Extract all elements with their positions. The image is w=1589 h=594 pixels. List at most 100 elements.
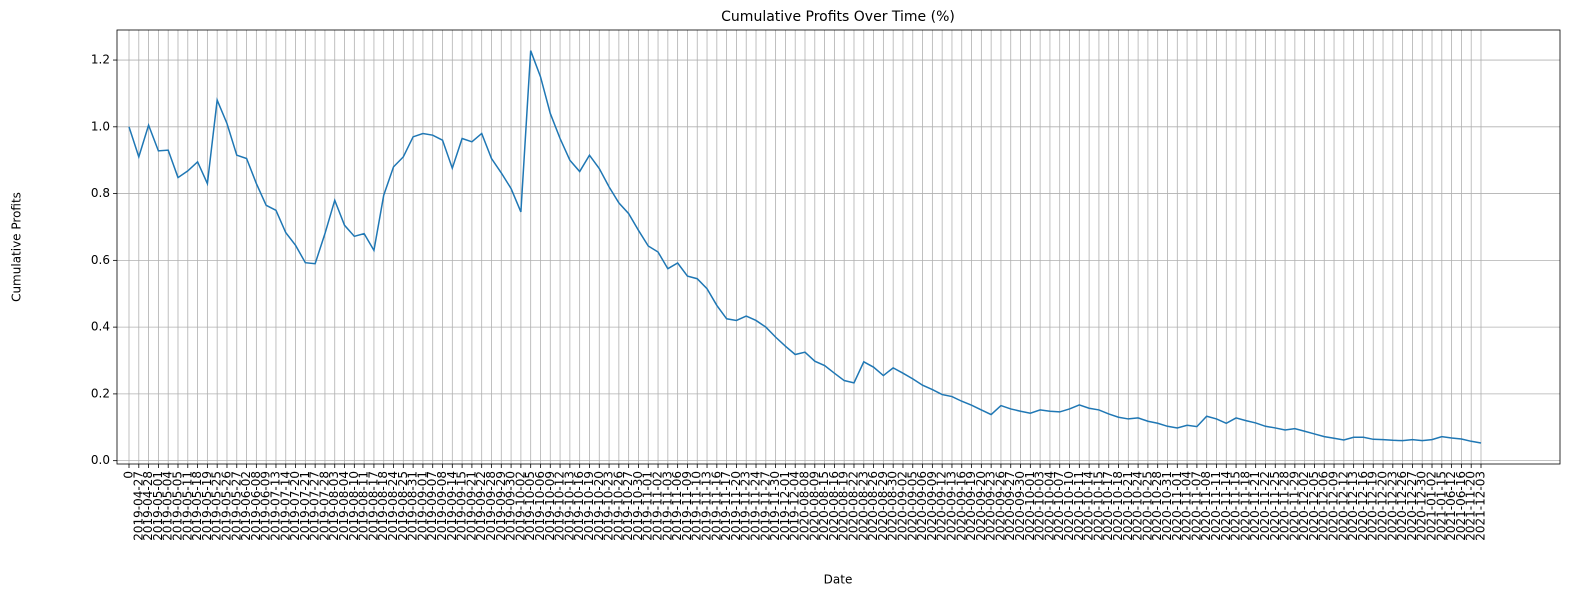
x-tick-label: 2020-12-13 [1346, 471, 1360, 541]
x-tick-label: 2020-10-21 [1121, 471, 1135, 541]
x-tick-label: 2020-11-01 [1170, 471, 1184, 541]
x-tick-label: 2020-09-02 [895, 471, 909, 541]
x-tick-label: 2020-10-15 [1091, 471, 1105, 541]
x-axis-label: Date [824, 573, 853, 587]
x-tick-label: 2019-07-21 [298, 471, 312, 541]
x-tick-label: 2019-08-10 [347, 471, 361, 541]
x-tick-label: 2020-08-26 [866, 471, 880, 541]
x-tick-label: 2020-10-03 [1033, 471, 1047, 541]
x-tick-label: 2020-11-29 [1287, 471, 1301, 541]
x-tick-label: 2020-08-09 [807, 471, 821, 541]
x-tick-label: 2019-11-10 [690, 471, 704, 541]
x-tick-label: 2020-11-14 [1219, 471, 1233, 541]
x-tick-label: 2020-10-28 [1150, 471, 1164, 541]
x-tick-label: 2019-11-02 [651, 471, 665, 541]
x-tick-label: 2020-08-15 [817, 471, 831, 541]
x-tick-label: 2019-12-01 [778, 471, 792, 541]
line-series [128, 50, 1482, 444]
x-tick-label: 2020-08-29 [876, 471, 890, 541]
x-tick-label: 2019-08-11 [357, 471, 371, 541]
x-tick-label: 2020-09-06 [915, 471, 929, 541]
x-tick-label: 2019-05-27 [229, 471, 243, 541]
x-tick-label: 2019-05-04 [161, 471, 175, 541]
y-tick-label: 1.0 [91, 119, 110, 133]
x-tick-label: 2020-08-08 [798, 471, 812, 541]
x-tick-label: 2019-10-09 [543, 471, 557, 541]
x-tick-label: 2020-10-10 [1062, 471, 1076, 541]
x-tick-label: 2020-09-27 [1003, 471, 1017, 541]
x-tick-label: 2020-08-19 [837, 471, 851, 541]
y-axis-label: Cumulative Profits [10, 192, 24, 302]
x-tick-label: 2019-08-04 [337, 471, 351, 541]
x-tick-label: 2019-12-04 [788, 471, 802, 541]
x-tick-label: 2020-10-24 [1131, 471, 1145, 541]
x-tick-label: 2019-11-30 [768, 471, 782, 541]
x-tick-label: 2020-10-17 [1101, 471, 1115, 541]
x-tick-label: 2019-09-22 [474, 471, 488, 541]
x-tick-label: 2020-12-06 [1317, 471, 1331, 541]
x-tick-label: 2019-07-28 [317, 471, 331, 541]
x-tick-label: 2019-05-01 [151, 471, 165, 541]
x-tick-label: 2019-05-05 [170, 471, 184, 541]
x-tick-label: 2020-11-28 [1278, 471, 1292, 541]
x-tick-label: 2020-11-11 [1209, 471, 1223, 541]
x-tick-label: 2019-10-16 [572, 471, 586, 541]
x-tick-label: 2019-09-15 [455, 471, 469, 541]
x-tick-label: 2019-10-05 [523, 471, 537, 541]
x-tick-label: 2020-12-23 [1385, 471, 1399, 541]
chart-title: Cumulative Profits Over Time (%) [721, 9, 955, 25]
x-tick-label: 2019-07-20 [288, 471, 302, 541]
x-tick-label: 2019-06-02 [239, 471, 253, 541]
x-tick-label: 2019-07-27 [308, 471, 322, 541]
x-tick-label: 2019-10-13 [562, 471, 576, 541]
x-tick-label: 2019-08-17 [366, 471, 380, 541]
x-tick-label: 2021-06-12 [1444, 471, 1458, 541]
x-tick-label: 2019-06-09 [259, 471, 273, 541]
x-tick-label: 2019-09-07 [425, 471, 439, 541]
y-tick-label: 1.2 [91, 53, 110, 67]
x-tick-label: 0 [122, 471, 136, 479]
x-tick-label: 2020-09-12 [935, 471, 949, 541]
x-tick-label: 2019-11-06 [670, 471, 684, 541]
x-tick-label: 2019-10-30 [631, 471, 645, 541]
x-tick-label: 2020-11-18 [1238, 471, 1252, 541]
x-tick-label: 2019-05-19 [200, 471, 214, 541]
x-tick-label: 2019-11-24 [749, 471, 763, 541]
x-tick-label: 2019-09-01 [415, 471, 429, 541]
x-tick-label: 2020-11-21 [1248, 471, 1262, 541]
x-tick-label: 2019-09-30 [504, 471, 518, 541]
x-tick-label: 2019-08-24 [386, 471, 400, 541]
x-tick-label: 2019-11-01 [641, 471, 655, 541]
x-tick-label: 2021-01-15 [1434, 471, 1448, 541]
x-tick-label: 2020-12-26 [1395, 471, 1409, 541]
y-tick-label: 0.6 [91, 253, 110, 267]
x-tick-label: 2020-09-20 [974, 471, 988, 541]
x-tick-label: 2020-09-30 [1013, 471, 1027, 541]
x-tick-label: 2019-11-17 [719, 471, 733, 541]
x-tick-label: 2019-10-27 [621, 471, 635, 541]
x-tick-label: 2019-11-03 [660, 471, 674, 541]
x-tick-label: 2020-12-02 [1297, 471, 1311, 541]
x-tick-label: 2019-07-13 [268, 471, 282, 541]
x-tick-label: 2020-09-13 [944, 471, 958, 541]
x-tick-label: 2019-08-25 [396, 471, 410, 541]
x-tick-label: 2020-09-09 [925, 471, 939, 541]
x-tick-label: 2020-12-27 [1405, 471, 1419, 541]
x-tick-label: 2019-08-18 [376, 471, 390, 541]
x-tick-label: 2019-08-03 [327, 471, 341, 541]
x-tick-label: 2019-10-26 [611, 471, 625, 541]
x-tick-label: 2020-08-22 [846, 471, 860, 541]
x-tick-label: 2019-05-25 [210, 471, 224, 541]
y-tick-label: 0.4 [91, 320, 110, 334]
x-tick-label: 2020-12-12 [1336, 471, 1350, 541]
x-tick-label: 2020-10-18 [1111, 471, 1125, 541]
x-tick-label: 2020-12-09 [1327, 471, 1341, 541]
x-tick-label: 2020-10-25 [1140, 471, 1154, 541]
x-tick-label: 2019-05-18 [190, 471, 204, 541]
x-tick-label: 2020-10-01 [1023, 471, 1037, 541]
x-tick-label: 2019-10-06 [533, 471, 547, 541]
x-tick-label: 2019-11-27 [758, 471, 772, 541]
x-tick-label: 2020-10-31 [1160, 471, 1174, 541]
x-tick-label: 2020-10-04 [1042, 471, 1056, 541]
